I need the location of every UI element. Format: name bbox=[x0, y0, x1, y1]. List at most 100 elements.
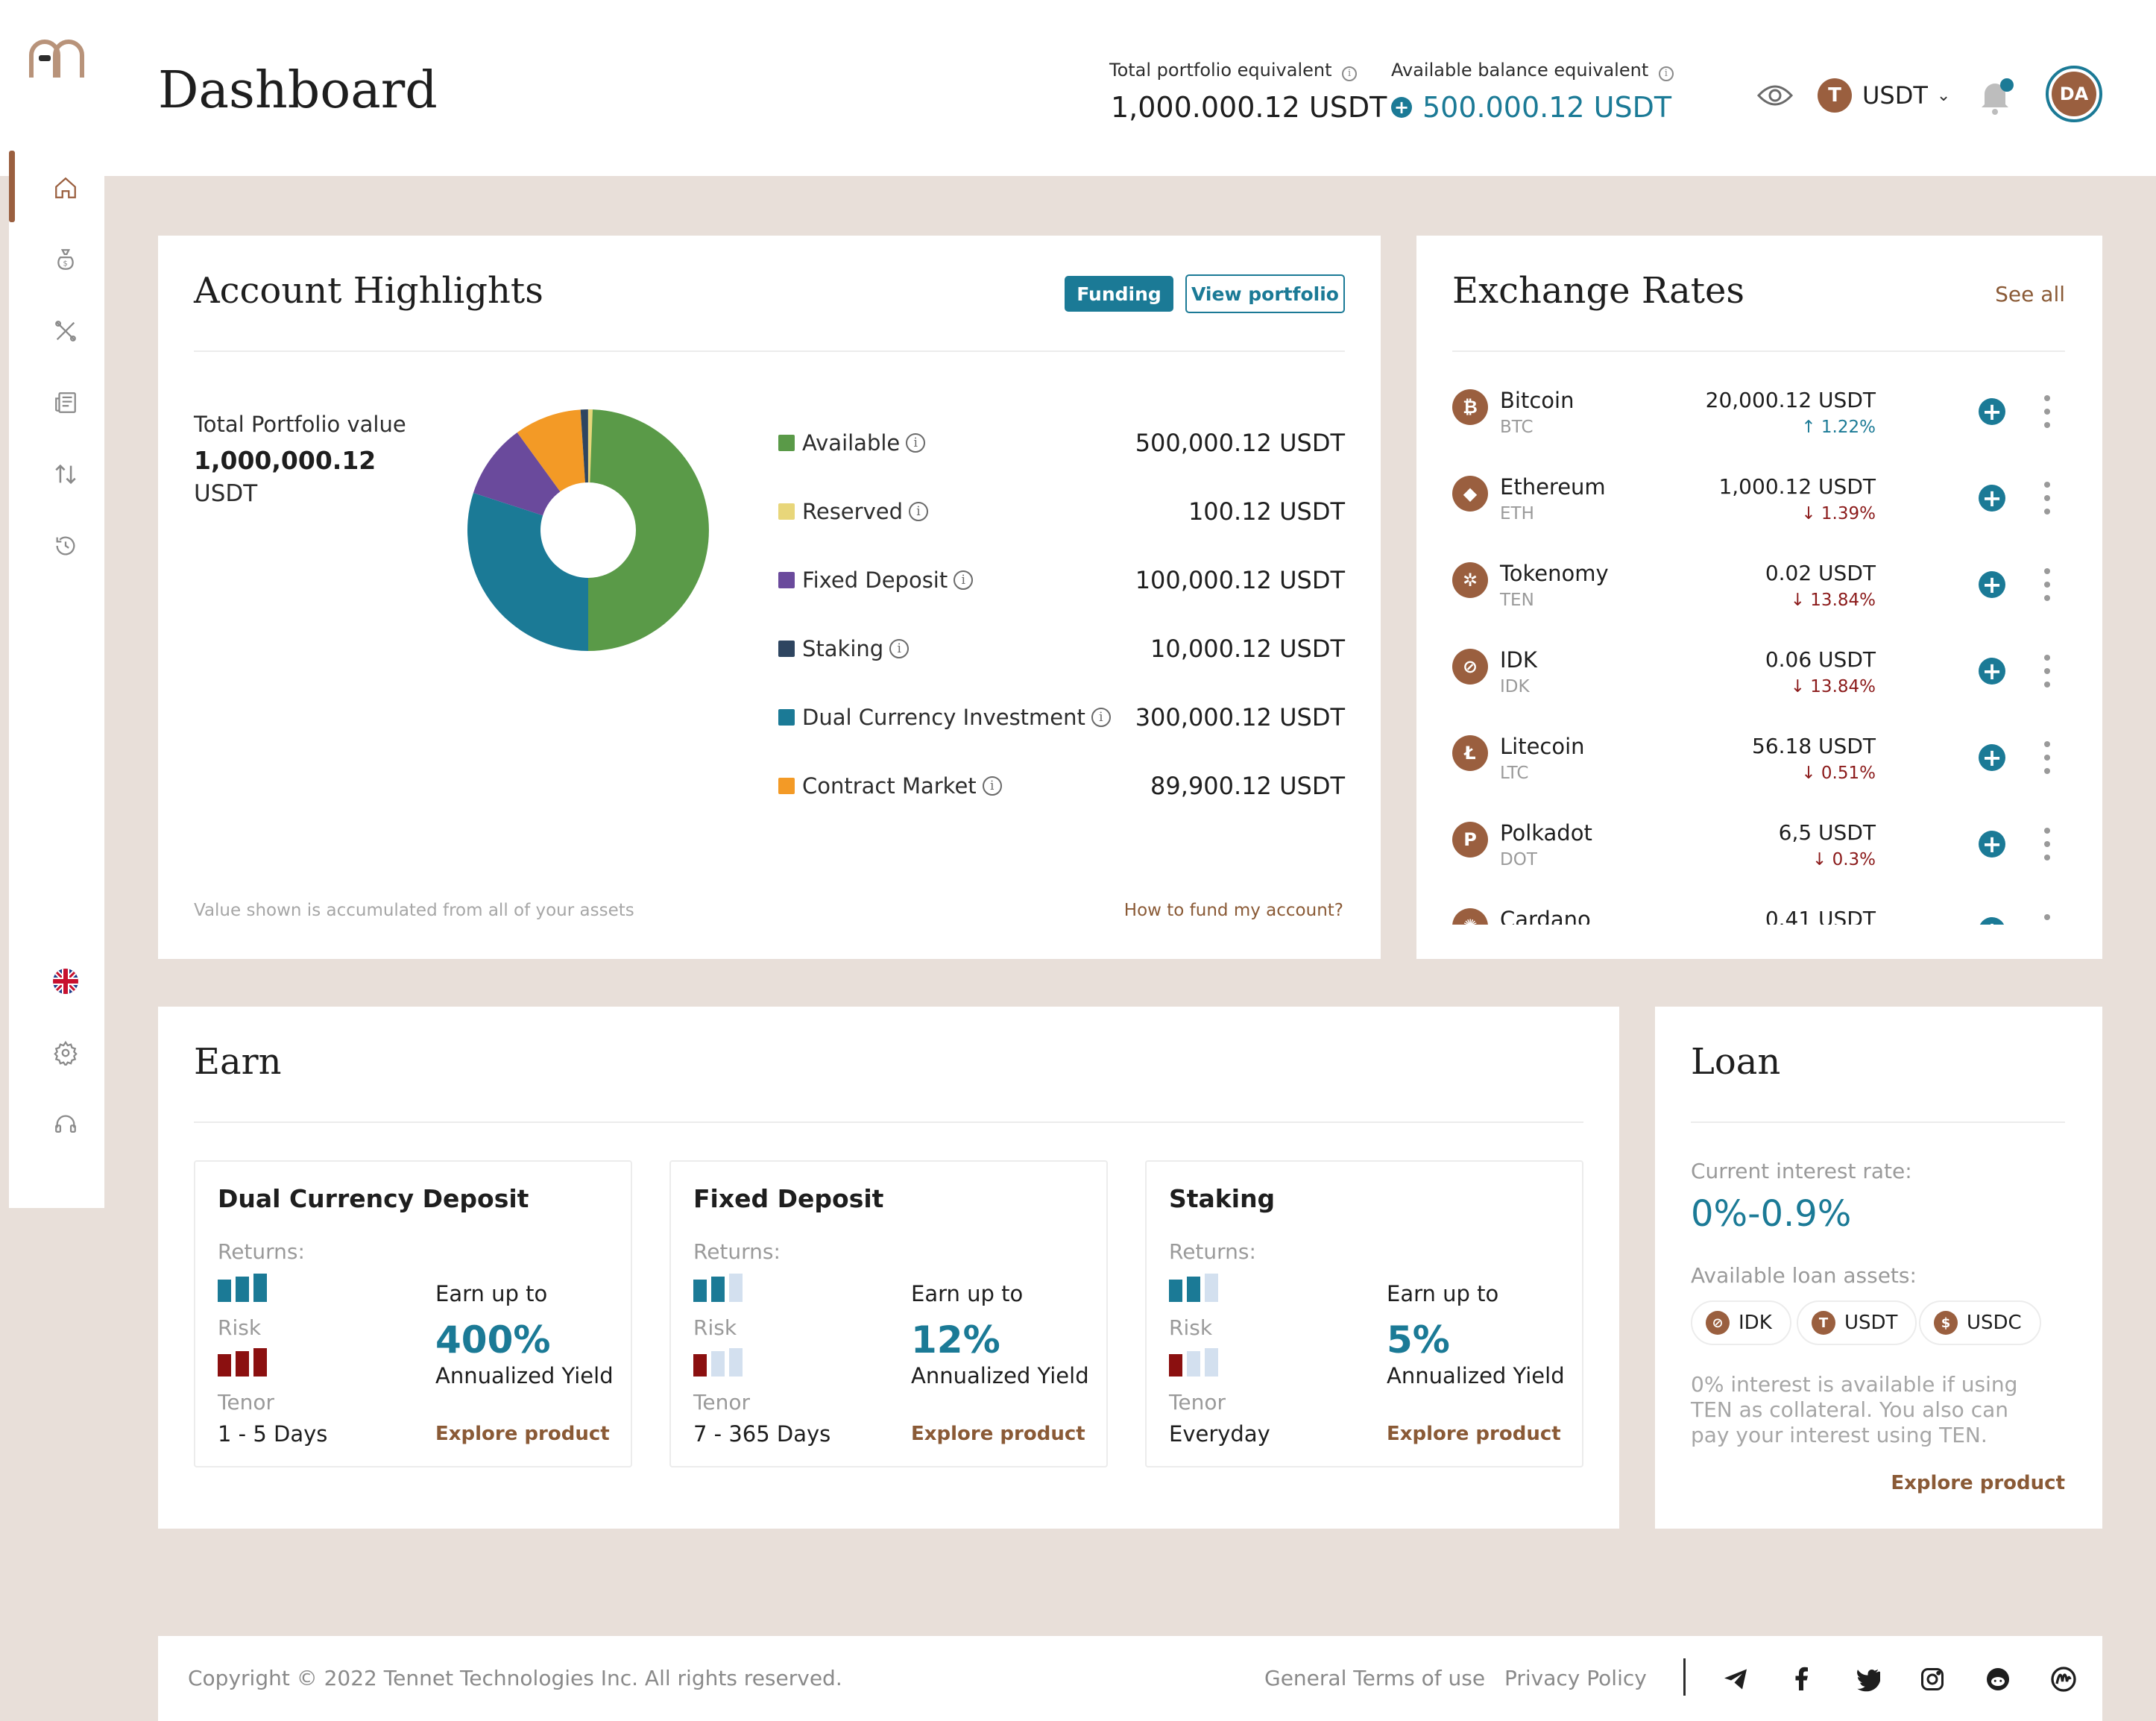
donut-slice-contract-market[interactable] bbox=[517, 409, 585, 492]
twitter-icon[interactable] bbox=[1853, 1666, 1880, 1693]
more-options-icon[interactable] bbox=[2043, 914, 2052, 925]
tenor-label: Tenor bbox=[1169, 1390, 1226, 1415]
telegram-icon[interactable] bbox=[1722, 1666, 1749, 1693]
transfer-icon[interactable] bbox=[51, 459, 81, 489]
exchange-rate-row[interactable]: P Polkadot DOT 6,5 USDT ↓ 0.3% + bbox=[1416, 820, 2102, 907]
legend-label: Staking bbox=[802, 636, 884, 661]
exchange-rate-row[interactable]: ⊘ IDK IDK 0.06 USDT ↓ 13.84% + bbox=[1416, 647, 2102, 734]
home-icon[interactable] bbox=[51, 173, 81, 203]
info-icon[interactable]: i bbox=[1091, 708, 1111, 727]
exchange-rate-row[interactable]: ✲ Tokenomy TEN 0.02 USDT ↓ 13.84% + bbox=[1416, 561, 2102, 647]
news-icon[interactable] bbox=[51, 388, 81, 418]
earn-product-card[interactable]: Dual Currency Deposit Returns: Risk Tenor 1 … bbox=[194, 1160, 632, 1467]
donut-slice-dual-currency-investment[interactable] bbox=[467, 492, 589, 651]
sidebar-active-indicator bbox=[9, 151, 15, 222]
reddit-icon[interactable] bbox=[1985, 1666, 2011, 1693]
exchange-rate-row[interactable]: Ł Litecoin LTC 56.18 USDT ↓ 0.51% + bbox=[1416, 734, 2102, 820]
coin-rate: 0.02 USDT bbox=[1765, 561, 1876, 585]
facebook-icon[interactable] bbox=[1788, 1666, 1815, 1693]
medium-icon[interactable] bbox=[2050, 1666, 2077, 1693]
loan-asset-idk[interactable]: ⊘ IDK bbox=[1691, 1300, 1791, 1345]
bell-icon[interactable] bbox=[1977, 75, 2016, 116]
add-icon[interactable]: + bbox=[1979, 831, 2005, 858]
more-options-icon[interactable] bbox=[2043, 568, 2052, 601]
loan-asset-usdc[interactable]: $ USDC bbox=[1919, 1300, 2041, 1345]
instagram-icon[interactable] bbox=[1919, 1666, 1946, 1693]
exchange-rate-row[interactable]: ◆ Ethereum ETH 1,000.12 USDT ↓ 1.39% + bbox=[1416, 474, 2102, 561]
add-icon[interactable]: + bbox=[1979, 658, 2005, 685]
add-icon[interactable]: + bbox=[1979, 744, 2005, 771]
info-icon[interactable]: i bbox=[1658, 66, 1674, 81]
logo[interactable] bbox=[28, 37, 85, 81]
info-icon[interactable]: i bbox=[954, 570, 974, 590]
donut-slice-fixed-deposit[interactable] bbox=[473, 432, 561, 516]
coin-change: ↓ 13.84% bbox=[1791, 677, 1876, 696]
total-portfolio-value: 1,000.000.12 USDT bbox=[1111, 91, 1387, 124]
returns-level bbox=[1169, 1274, 1218, 1302]
info-icon[interactable]: i bbox=[982, 776, 1002, 796]
footer-divider bbox=[1683, 1658, 1686, 1696]
info-icon[interactable]: i bbox=[889, 639, 910, 658]
page-title: Dashboard bbox=[158, 61, 438, 120]
returns-bar bbox=[236, 1277, 249, 1302]
coin-rate: 1,000.12 USDT bbox=[1718, 474, 1876, 499]
see-all-link[interactable]: See all bbox=[1995, 282, 2065, 306]
legend-value: 500,000.12 USDT bbox=[1135, 429, 1345, 457]
legend-label: Dual Currency Investment bbox=[802, 705, 1085, 730]
returns-level bbox=[693, 1274, 743, 1302]
coin-symbol: LTC bbox=[1500, 764, 1529, 783]
loan-asset-usdt[interactable]: T USDT bbox=[1797, 1300, 1917, 1345]
exchange-rates-title: Exchange Rates bbox=[1452, 270, 1745, 312]
settings-icon[interactable] bbox=[51, 1038, 81, 1068]
donut-slice-available[interactable] bbox=[588, 409, 709, 651]
arrow-down-icon: ↓ bbox=[1790, 591, 1811, 610]
eye-icon[interactable] bbox=[1756, 81, 1794, 110]
money-bag-icon[interactable]: $ bbox=[51, 245, 81, 274]
coin-symbol: TEN bbox=[1500, 591, 1534, 610]
support-icon[interactable] bbox=[51, 1110, 81, 1139]
privacy-link[interactable]: Privacy Policy bbox=[1504, 1666, 1647, 1690]
uk-flag-icon[interactable] bbox=[51, 966, 81, 996]
more-options-icon[interactable] bbox=[2043, 482, 2052, 515]
coin-change-value: 1.22% bbox=[1821, 418, 1876, 437]
earn-product-card[interactable]: Fixed Deposit Returns: Risk Tenor 7 - 365 Da… bbox=[669, 1160, 1108, 1467]
tools-icon[interactable] bbox=[51, 316, 81, 346]
currency-label: USDT bbox=[1862, 81, 1928, 110]
earn-title: Earn bbox=[194, 1041, 282, 1083]
more-options-icon[interactable] bbox=[2043, 741, 2052, 774]
more-options-icon[interactable] bbox=[2043, 395, 2052, 428]
earn-product-card[interactable]: Staking Returns: Risk Tenor Everyday Earn up … bbox=[1145, 1160, 1583, 1467]
donut-slice-reserved[interactable] bbox=[587, 409, 593, 483]
legend-swatch bbox=[778, 778, 795, 794]
add-icon[interactable]: + bbox=[1979, 398, 2005, 425]
how-to-fund-link[interactable]: How to fund my account? bbox=[1123, 901, 1343, 920]
info-icon[interactable]: i bbox=[908, 502, 928, 521]
info-icon[interactable]: i bbox=[1342, 66, 1358, 81]
earn-product-title: Staking bbox=[1169, 1184, 1276, 1213]
avatar[interactable]: DA bbox=[2046, 66, 2102, 122]
currency-selector[interactable]: T USDT ⌄ bbox=[1818, 78, 1950, 113]
explore-product-link[interactable]: Explore product bbox=[1387, 1423, 1561, 1445]
add-icon[interactable]: + bbox=[1979, 917, 2005, 925]
coin-change-value: 0.51% bbox=[1821, 764, 1876, 783]
view-portfolio-button[interactable]: View portfolio bbox=[1185, 274, 1345, 313]
add-icon[interactable]: + bbox=[1979, 571, 2005, 598]
add-icon[interactable]: + bbox=[1979, 485, 2005, 512]
available-balance-amount: 500.000.12 bbox=[1422, 91, 1585, 124]
terms-link[interactable]: General Terms of use bbox=[1264, 1666, 1486, 1690]
add-funds-icon[interactable]: + bbox=[1391, 97, 1412, 118]
loan-explore-link[interactable]: Explore product bbox=[1891, 1472, 2065, 1494]
donut-slice-staking[interactable] bbox=[580, 409, 588, 483]
info-icon[interactable]: i bbox=[906, 433, 926, 453]
funding-button[interactable]: Funding bbox=[1065, 276, 1173, 312]
interest-rate-label: Current interest rate: bbox=[1691, 1159, 1912, 1183]
explore-product-link[interactable]: Explore product bbox=[435, 1423, 610, 1445]
coin-change: ↓ 0.3% bbox=[1812, 850, 1876, 869]
more-options-icon[interactable] bbox=[2043, 828, 2052, 860]
more-options-icon[interactable] bbox=[2043, 655, 2052, 688]
exchange-rate-row[interactable]: ✺ Cardano 0.41 USDT + bbox=[1416, 907, 2102, 925]
explore-product-link[interactable]: Explore product bbox=[911, 1423, 1085, 1445]
risk-bar bbox=[253, 1348, 267, 1377]
exchange-rate-row[interactable]: ₿ Bitcoin BTC 20,000.12 USDT ↑ 1.22% + bbox=[1416, 388, 2102, 474]
history-icon[interactable] bbox=[51, 531, 81, 561]
